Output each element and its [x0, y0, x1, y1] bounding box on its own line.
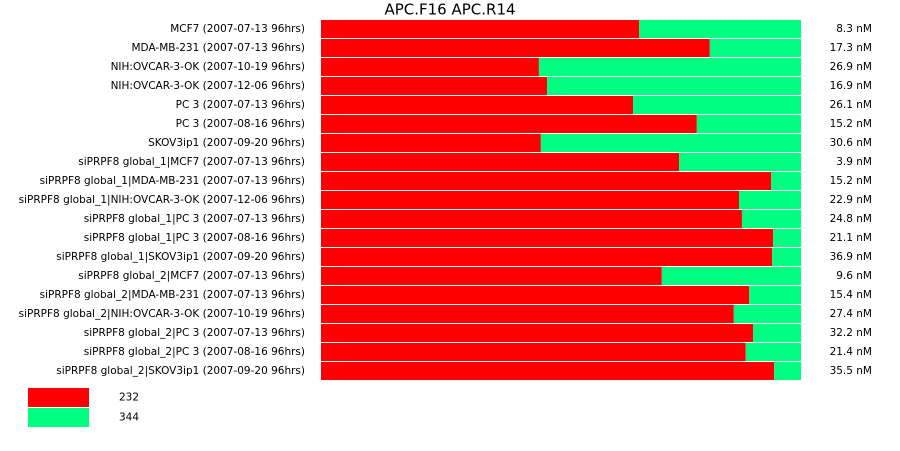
bar-segment — [753, 324, 801, 342]
row-value-label: 15.4 nM — [830, 289, 872, 301]
category-label: MDA-MB-231 (2007-07-13 96hrs) — [132, 42, 306, 54]
bar-segment — [321, 153, 680, 171]
legend-label: 344 — [119, 412, 139, 424]
bar-segment — [321, 210, 742, 228]
category-label: siPRPF8 global_1|PC 3 (2007-08-16 96hrs) — [84, 232, 305, 244]
row-value-label: 30.6 nM — [830, 137, 872, 149]
bar-segment — [771, 172, 801, 190]
category-label: siPRPF8 global_1|SKOV3ip1 (2007-09-20 96… — [56, 251, 305, 263]
bar-segment — [749, 286, 801, 304]
row-value-label: 21.1 nM — [830, 232, 872, 244]
category-label: siPRPF8 global_1|MDA-MB-231 (2007-07-13 … — [40, 175, 305, 187]
category-label: siPRPF8 global_2|SKOV3ip1 (2007-09-20 96… — [56, 365, 305, 377]
bar-segment — [661, 267, 801, 285]
bar-segment — [321, 96, 633, 114]
bar-segment — [321, 191, 740, 209]
category-label: SKOV3ip1 (2007-09-20 96hrs) — [148, 137, 305, 149]
row-value-label: 35.5 nM — [830, 365, 872, 377]
bar-segment — [745, 343, 801, 361]
category-label: siPRPF8 global_1|NIH:OVCAR-3-OK (2007-12… — [19, 194, 305, 206]
row-value-label: 8.3 nM — [836, 23, 872, 35]
bar-segment — [538, 58, 801, 76]
bar-segment — [321, 115, 697, 133]
legend-swatch — [28, 388, 89, 407]
category-label: siPRPF8 global_1|PC 3 (2007-07-13 96hrs) — [84, 213, 305, 225]
category-label: MCF7 (2007-07-13 96hrs) — [170, 23, 305, 35]
bar-segment — [772, 248, 801, 266]
row-value-label: 24.8 nM — [830, 213, 872, 225]
bar-segment — [639, 20, 801, 38]
bar-segment — [321, 305, 734, 323]
bar-segment — [321, 286, 750, 304]
row-value-label: 27.4 nM — [830, 308, 872, 320]
bar-segment — [321, 324, 753, 342]
row-value-label: 26.9 nM — [830, 61, 872, 73]
bar-segment — [321, 134, 541, 152]
category-label: siPRPF8 global_2|MCF7 (2007-07-13 96hrs) — [78, 270, 305, 282]
category-label: NIH:OVCAR-3-OK (2007-10-19 96hrs) — [111, 61, 305, 73]
bar-segment — [741, 210, 801, 228]
bar-segment — [773, 229, 801, 247]
bar-segment — [679, 153, 801, 171]
legend-swatch — [28, 408, 89, 427]
bar-segment — [321, 58, 539, 76]
chart-title: APC.F16 APC.R14 — [384, 1, 515, 19]
bar-segment — [547, 77, 801, 95]
legend-label: 232 — [119, 392, 139, 404]
row-value-label: 17.3 nM — [830, 42, 872, 54]
row-value-label: 26.1 nM — [830, 99, 872, 111]
row-value-label: 21.4 nM — [830, 346, 872, 358]
bar-segment — [321, 172, 772, 190]
row-value-label: 22.9 nM — [830, 194, 872, 206]
bar-segment — [696, 115, 801, 133]
bar-segment — [321, 267, 662, 285]
category-label: siPRPF8 global_2|PC 3 (2007-08-16 96hrs) — [84, 346, 305, 358]
category-label: siPRPF8 global_2|PC 3 (2007-07-13 96hrs) — [84, 327, 305, 339]
category-label: siPRPF8 global_2|MDA-MB-231 (2007-07-13 … — [40, 289, 305, 301]
bar-segment — [321, 343, 746, 361]
category-label: siPRPF8 global_1|MCF7 (2007-07-13 96hrs) — [78, 156, 305, 168]
row-value-label: 32.2 nM — [830, 327, 872, 339]
bar-segment — [321, 39, 710, 57]
bar-segment — [739, 191, 801, 209]
category-label: PC 3 (2007-07-13 96hrs) — [176, 99, 305, 111]
bar-segment — [540, 134, 801, 152]
bar-segment — [321, 229, 774, 247]
bar-segment — [633, 96, 801, 114]
bar-segment — [321, 362, 775, 380]
row-value-label: 15.2 nM — [830, 175, 872, 187]
category-label: siPRPF8 global_2|NIH:OVCAR-3-OK (2007-10… — [19, 308, 305, 320]
bar-segment — [321, 77, 548, 95]
row-value-label: 36.9 nM — [830, 251, 872, 263]
bar-segment — [774, 362, 801, 380]
bar-segment — [321, 248, 773, 266]
row-value-label: 3.9 nM — [836, 156, 872, 168]
category-label: PC 3 (2007-08-16 96hrs) — [176, 118, 305, 130]
bar-segment — [709, 39, 801, 57]
bar-segment — [321, 20, 640, 38]
row-value-label: 16.9 nM — [830, 80, 872, 92]
category-label: NIH:OVCAR-3-OK (2007-12-06 96hrs) — [111, 80, 305, 92]
row-value-label: 15.2 nM — [830, 118, 872, 130]
bar-segment — [733, 305, 801, 323]
row-value-label: 9.6 nM — [836, 270, 872, 282]
